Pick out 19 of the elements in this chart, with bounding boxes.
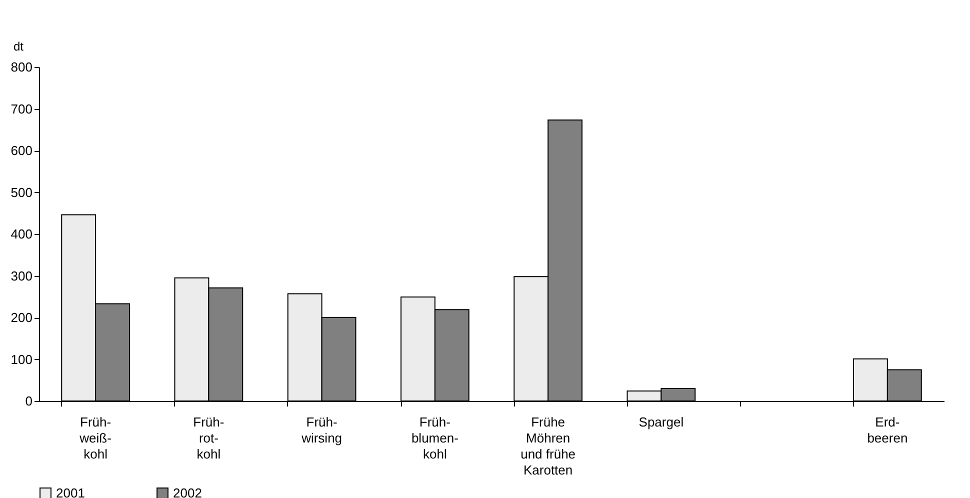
x-tick-label: Früh- wirsing	[300, 414, 342, 446]
y-tick-label: 400	[10, 226, 32, 242]
x-tick-label: Erd- beeren	[867, 414, 908, 446]
x-tick-label: Früh- weiß- kohl	[78, 414, 112, 462]
x-tick-label: Frühe Möhren und frühe Karotten	[520, 414, 576, 478]
y-tick-label: 600	[10, 143, 32, 158]
legend-label: 2002	[173, 486, 202, 498]
x-tick-label: Früh- blumen- kohl	[411, 414, 458, 462]
y-axis-title: dt	[14, 40, 24, 54]
y-tick-label: 200	[10, 310, 32, 325]
x-tick-label: Spargel	[638, 414, 684, 430]
x-tick-label: Früh- rot- kohl	[193, 414, 224, 462]
y-tick-label: 800	[10, 60, 32, 74]
y-tick-label: 500	[10, 184, 32, 200]
y-tick-label: 0	[25, 394, 32, 408]
y-tick-label: 300	[10, 268, 32, 284]
y-tick-label: 100	[10, 352, 32, 367]
legend-label: 2001	[56, 486, 85, 498]
y-tick-label: 700	[10, 101, 32, 116]
